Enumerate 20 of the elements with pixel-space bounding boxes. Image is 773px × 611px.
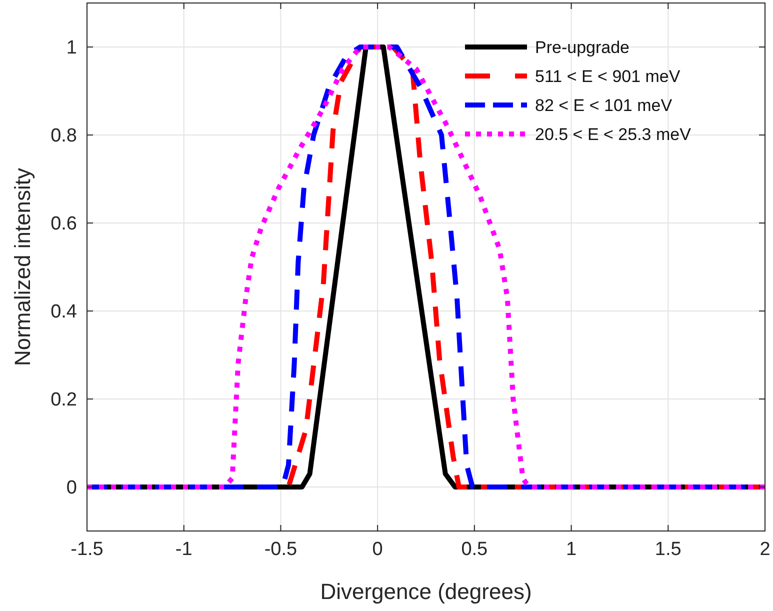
x-tick-label: 1 — [566, 539, 577, 560]
legend-label: 20.5 < E < 25.3 meV — [535, 124, 692, 144]
y-tick-label: 0.8 — [50, 126, 77, 147]
legend-label: 82 < E < 101 meV — [535, 96, 673, 115]
legend-label: 511 < E < 901 meV — [535, 66, 681, 86]
x-axis-title: Divergence (degrees) — [320, 579, 532, 604]
y-axis-title: Normalized intensity — [10, 168, 35, 366]
x-tick-label: -1.5 — [70, 539, 104, 560]
y-tick-label: 0 — [66, 478, 77, 499]
y-tick-label: 0.4 — [50, 302, 78, 323]
x-tick-label: 2 — [760, 539, 770, 560]
y-tick-label: 1 — [66, 38, 77, 59]
y-tick-label: 0.2 — [50, 390, 77, 411]
y-tick-label: 0.6 — [50, 214, 77, 235]
x-tick-label: 1.5 — [654, 539, 682, 560]
x-tick-label: -1 — [175, 539, 192, 560]
x-tick-label: 0 — [372, 539, 383, 560]
x-tick-label: 0.5 — [461, 539, 488, 560]
legend-label: Pre-upgrade — [535, 38, 630, 57]
x-tick-label: -0.5 — [264, 539, 298, 560]
